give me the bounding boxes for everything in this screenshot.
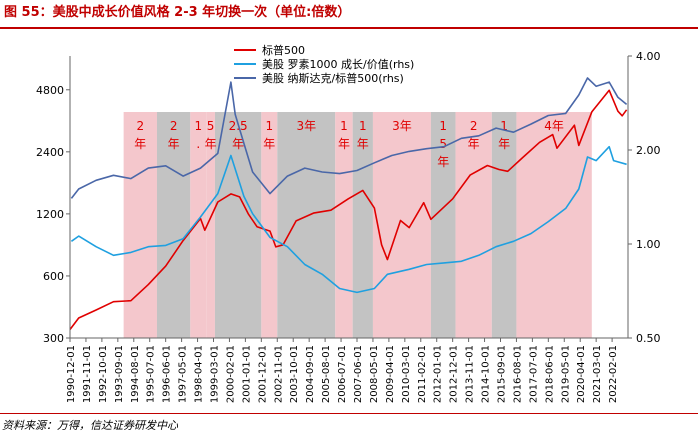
x-tick-label: 2016-08-01 <box>512 345 523 403</box>
band-label: 年 <box>338 137 350 151</box>
y-left-tick-label: 600 <box>43 270 64 283</box>
x-tick-label: 2007-06-01 <box>353 345 364 403</box>
x-tick-label: 2003-10-01 <box>289 345 300 403</box>
x-tick-label: 2005-08-01 <box>321 345 332 403</box>
x-tick-label: 2010-03-01 <box>401 345 412 403</box>
x-tick-label: 2002-11-01 <box>273 345 284 403</box>
band-label: 1 <box>500 119 508 133</box>
y-left-tick-label: 1200 <box>36 208 64 221</box>
x-tick-label: 2017-07-01 <box>528 345 539 403</box>
series-lines <box>69 77 628 330</box>
band-4 <box>214 112 262 338</box>
figure-title: 图 55：美股中成长价值风格 2-3 年切换一次（单位:倍数） <box>4 5 351 20</box>
x-tick-label: 2022-02-01 <box>608 345 619 403</box>
x-tick-label: 2021-03-01 <box>592 345 603 403</box>
band-10 <box>430 112 456 338</box>
x-tick-label: 2004-09-01 <box>305 345 316 403</box>
x-tick-label: 2012-12-01 <box>449 345 460 403</box>
band-label: 1 <box>340 119 348 133</box>
source-note: 资料来源：万得，信达证券研发中心 <box>2 419 178 432</box>
band-label: 1 <box>265 119 273 133</box>
band-label: 1 <box>359 119 367 133</box>
band-label: 年 <box>357 137 369 151</box>
band-label: 年 <box>205 137 217 151</box>
band-7 <box>335 112 353 338</box>
x-tick-label: 2015-09-01 <box>496 345 507 403</box>
band-2 <box>190 112 207 338</box>
y-left-tick-label: 4800 <box>36 84 64 97</box>
band-label: 3年 <box>392 119 412 133</box>
band-label: 年 <box>468 137 480 151</box>
band-label: 1 <box>439 119 447 133</box>
series-line-0 <box>69 89 628 330</box>
band-label: 年 <box>437 155 449 169</box>
x-tick-label: 2011-02-01 <box>417 345 428 403</box>
band-8 <box>352 112 373 338</box>
x-tick-label: 2018-06-01 <box>544 345 555 403</box>
x-tick-label: 2008-05-01 <box>369 345 380 403</box>
x-tick-label: 1995-07-01 <box>146 345 157 403</box>
series-line-1 <box>70 145 627 294</box>
shaded-bands <box>123 112 592 338</box>
x-tick-label: 2014-10-01 <box>481 345 492 403</box>
x-tick-label: 1992-10-01 <box>98 345 109 403</box>
x-tick-label: 1990-12-01 <box>66 345 77 403</box>
band-label: 年 <box>263 137 275 151</box>
series-line-2 <box>70 77 628 199</box>
footer-rule <box>0 413 698 414</box>
y-left-tick-label: 300 <box>43 332 64 345</box>
band-label: 5 <box>439 137 447 151</box>
band-label: 5 <box>207 119 215 133</box>
x-tick-label: 2001-01-01 <box>241 345 252 403</box>
x-tick-label: 2012-01-01 <box>433 345 444 403</box>
band-13 <box>516 112 592 338</box>
band-label: 4年 <box>544 119 564 133</box>
band-1 <box>156 112 191 338</box>
band-label: 2 <box>170 119 178 133</box>
x-tick-label: 2006-07-01 <box>337 345 348 403</box>
y-right-tick-label: 4.00 <box>636 50 661 63</box>
y-right-tick-label: 1.00 <box>636 238 661 251</box>
band-label: 年 <box>498 137 510 151</box>
legend-label: 标普500 <box>262 43 305 57</box>
legend-label: 美股 纳斯达克/标普500(rhs) <box>262 71 404 85</box>
band-5 <box>261 112 278 338</box>
band-label: 2 <box>136 119 144 133</box>
x-tick-label: 2001-12-01 <box>257 345 268 403</box>
band-6 <box>277 112 336 338</box>
band-11 <box>455 112 492 338</box>
axes: 300 600 1200 2400 4800 0.50 1.00 2.00 4.00 1990-1… <box>36 50 661 403</box>
band-3 <box>206 112 215 338</box>
x-tick-label: 2000-02-01 <box>225 345 236 403</box>
x-tick-label: 1998-04-01 <box>194 345 205 403</box>
x-tick-label: 1991-11-01 <box>82 345 93 403</box>
x-tick-label: 1997-05-01 <box>178 345 189 403</box>
x-tick-label: 1993-09-01 <box>114 345 125 403</box>
band-label: 年 <box>232 137 244 151</box>
band-label: 2 <box>470 119 478 133</box>
x-tick-label: 1996-06-01 <box>162 345 173 403</box>
y-right-tick-label: 2.00 <box>636 144 661 157</box>
x-tick-label: 2013-11-01 <box>465 345 476 403</box>
y-left-tick-label: 2400 <box>36 146 64 159</box>
legend-label: 美股 罗素1000 成长/价值(rhs) <box>262 58 414 71</box>
y-right-tick-label: 0.50 <box>636 332 661 345</box>
band-label: 3年 <box>296 119 316 133</box>
x-tick-label: 2020-04-01 <box>576 345 587 403</box>
band-12 <box>491 112 517 338</box>
x-tick-label: 1999-03-01 <box>209 345 220 403</box>
band-label: 1 <box>194 119 202 133</box>
band-label: . <box>196 137 200 151</box>
title-rule <box>0 27 698 29</box>
x-tick-label: 1994-08-01 <box>130 345 141 403</box>
band-9 <box>372 112 431 338</box>
band-label: 年 <box>168 137 180 151</box>
band-label: 年 <box>134 137 146 151</box>
x-tick-label: 2009-04-01 <box>385 345 396 403</box>
x-tick-label: 2019-05-01 <box>560 345 571 403</box>
